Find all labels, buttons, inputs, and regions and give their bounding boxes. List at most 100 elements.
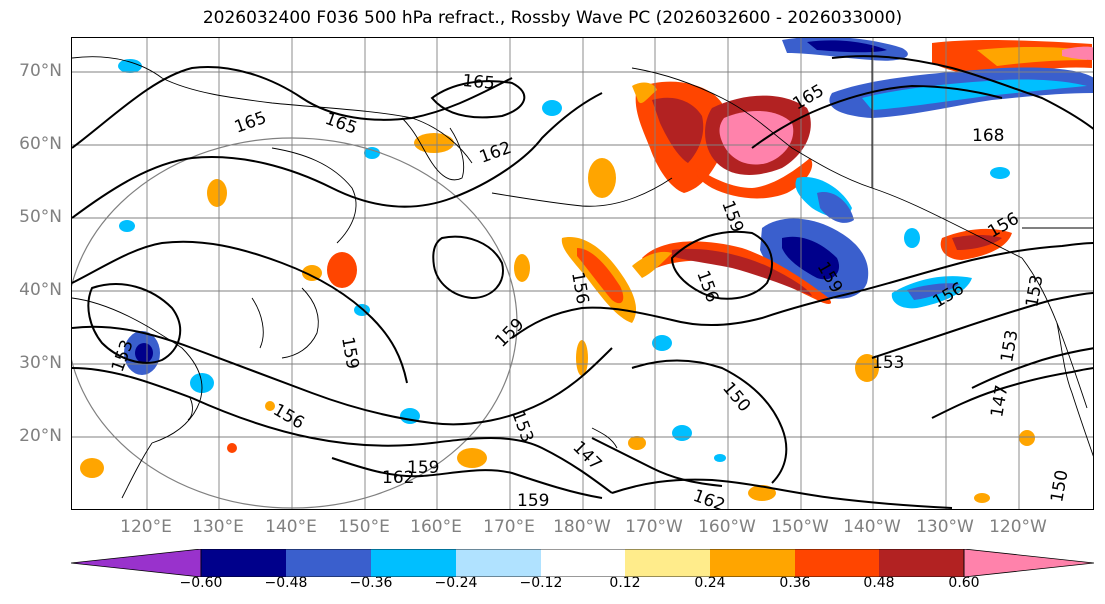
shade-positive-alaska-inner (652, 97, 704, 163)
lat-label-50n: 50°N (19, 207, 62, 227)
shade-blob-27 (302, 265, 322, 281)
shade-blob-28 (457, 448, 487, 468)
colorbar-segment-3 (371, 549, 456, 577)
coast-alaska (631, 67, 1023, 259)
lon-label-120w: 120°W (989, 517, 1047, 537)
contour-label-5: 162 (477, 138, 514, 168)
contour-153 (72, 367, 613, 494)
colorbar (71, 549, 1094, 577)
colorbar-tick-2: −0.48 (264, 575, 308, 591)
contour-east-153 (871, 292, 1093, 359)
contour-159-east (511, 242, 1093, 339)
colorbar-tick-3: −0.36 (349, 575, 393, 591)
contour-label-14: 156 (692, 268, 722, 305)
shade-blob-22 (990, 167, 1010, 179)
shade-positive-sw-band-core (577, 248, 624, 304)
shade-negative-north-top-core (807, 40, 887, 53)
contour-label-6: 168 (972, 126, 1004, 146)
lon-label-160w: 160°W (698, 517, 756, 537)
map-panel[interactable]: 165 165 165 165 162 168 159 159 159 159 … (71, 37, 1094, 510)
coast-us-west (1056, 322, 1093, 457)
colorbar-segment-8 (795, 549, 879, 577)
lon-label-170w: 170°W (625, 517, 683, 537)
contour-156 (72, 325, 613, 426)
shade-blob-25 (265, 401, 275, 411)
contour-east-147 (971, 347, 1093, 389)
contour-162 (72, 92, 603, 219)
colorbar-extend-right (963, 549, 1094, 577)
shade-blob-13 (364, 147, 380, 159)
lon-label-140w: 140°W (843, 517, 901, 537)
contour-156-north (670, 230, 773, 300)
contour-165-west (72, 66, 513, 149)
lon-label-150w: 150°W (771, 517, 829, 537)
coast-taiwan (187, 397, 193, 421)
shade-positive-curve-edge (632, 251, 672, 278)
contour-label-28: 159 (517, 491, 549, 510)
shade-blob-2 (207, 179, 227, 207)
contour-label-2: 165 (322, 109, 359, 139)
colorbar-tick-9: 0.48 (863, 575, 895, 591)
great-circle (72, 137, 518, 509)
coast-aleutians (491, 177, 673, 207)
contour-west-loop-1 (87, 283, 182, 364)
coast-japan (281, 287, 319, 359)
lon-label-130e: 130°E (192, 517, 244, 537)
contour-165-east (751, 84, 1003, 149)
shade-blob-4 (327, 252, 357, 288)
shade-blob-1 (118, 59, 142, 73)
shading-layer (80, 38, 1093, 503)
shade-negative-coast-south-dark (907, 283, 960, 300)
graticule (72, 38, 1093, 509)
colorbar-tick-1: −0.60 (179, 575, 223, 591)
shade-negative-nepac-core (782, 236, 840, 280)
contour-label-3: 165 (462, 71, 496, 94)
lon-label-140e: 140°E (265, 517, 317, 537)
colorbar-outline (200, 549, 965, 577)
shade-blob-3 (119, 220, 135, 232)
shade-blob-16 (576, 340, 588, 376)
colorbar-tick-6: 0.12 (609, 575, 641, 591)
shade-blob-21 (904, 228, 920, 248)
shade-blob-15 (542, 100, 562, 116)
shade-blob-19 (672, 425, 692, 441)
colorbar-segment-5 (541, 549, 625, 577)
contour-147 (591, 437, 723, 487)
shade-blob-14 (588, 158, 616, 198)
contour-label-13: 156 (567, 270, 592, 305)
colorbar-segment-6 (625, 549, 710, 577)
lon-label-160e: 160°E (410, 517, 462, 537)
colorbar-tick-10: 0.60 (948, 575, 980, 591)
shade-blob-20 (748, 485, 776, 501)
coastlines (72, 48, 1093, 499)
shade-blob-11 (514, 254, 530, 282)
contour-label-27: 162 (690, 486, 727, 510)
contour-label-9: 159 (717, 198, 747, 235)
shade-blob-12 (414, 133, 454, 153)
colorbar-tick-8: 0.36 (779, 575, 811, 591)
contour-162-south (331, 457, 603, 499)
contour-label-1: 165 (232, 108, 269, 138)
shade-blob-30 (974, 493, 990, 503)
contour-label-8: 159 (491, 314, 528, 351)
coast-okhotsk (271, 147, 357, 244)
shade-positive-coast-core (952, 235, 1002, 250)
shade-blob-18 (628, 436, 646, 450)
contour-label-23: 150 (1047, 468, 1072, 503)
lon-label-120e: 120°E (120, 517, 172, 537)
colorbar-tick-5: −0.12 (519, 575, 563, 591)
shade-blob-17 (652, 335, 672, 351)
lon-label-180w: 180°W (553, 517, 611, 537)
contour-west-loop-2 (432, 235, 504, 300)
lat-label-40n: 40°N (19, 280, 62, 300)
contour-label-20: 153 (1022, 273, 1047, 308)
contour-150 (611, 478, 953, 509)
contour-159 (72, 240, 408, 384)
map-title: 2026032400 F036 500 hPa refract., Rossby… (202, 8, 903, 28)
shade-blob-7 (135, 343, 153, 363)
coast-philippines (121, 442, 153, 499)
lon-label-170e: 170°E (483, 517, 535, 537)
coast-kamchatka (401, 117, 465, 181)
contour-east-150 (631, 359, 788, 484)
lat-label-70n: 70°N (19, 61, 62, 81)
